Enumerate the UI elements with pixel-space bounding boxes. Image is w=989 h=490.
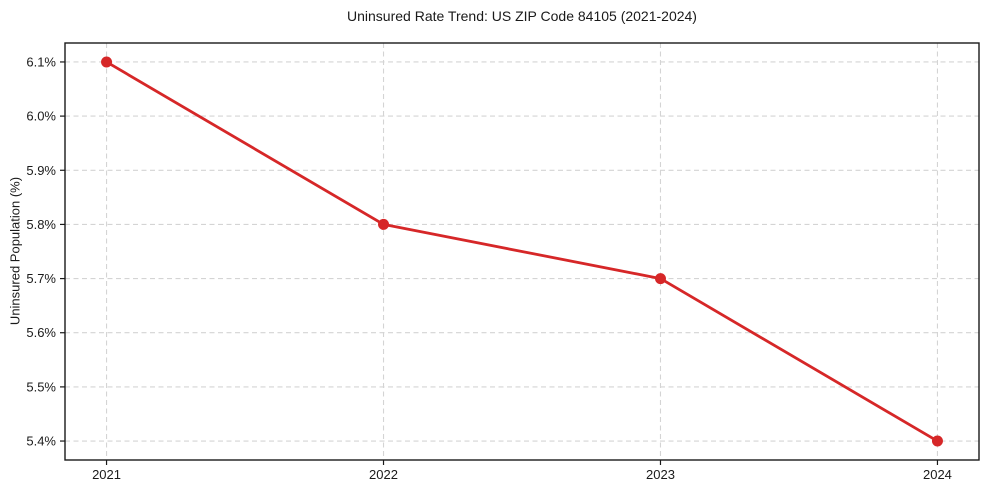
y-tick-label: 6.0% — [26, 109, 56, 124]
chart-title: Uninsured Rate Trend: US ZIP Code 84105 … — [347, 8, 697, 24]
y-tick-label: 5.4% — [26, 434, 56, 449]
y-tick-label: 5.6% — [26, 325, 56, 340]
y-tick-label: 5.5% — [26, 379, 56, 394]
data-point-2022 — [378, 218, 390, 230]
trend-line — [105, 60, 939, 443]
x-tick-label: 2022 — [369, 467, 398, 482]
data-point-2021 — [101, 56, 113, 68]
data-point-2023 — [654, 273, 666, 285]
y-tick-label: 5.8% — [26, 217, 56, 232]
y-tick-label: 5.7% — [26, 271, 56, 286]
plot-border — [64, 42, 980, 461]
x-tick-label: 2023 — [646, 467, 675, 482]
y-tick-label: 6.1% — [26, 54, 56, 69]
x-tick-label: 2024 — [923, 467, 952, 482]
y-tick-label: 5.9% — [26, 163, 56, 178]
x-tick-label: 2021 — [92, 467, 121, 482]
data-point-2024 — [931, 435, 943, 447]
